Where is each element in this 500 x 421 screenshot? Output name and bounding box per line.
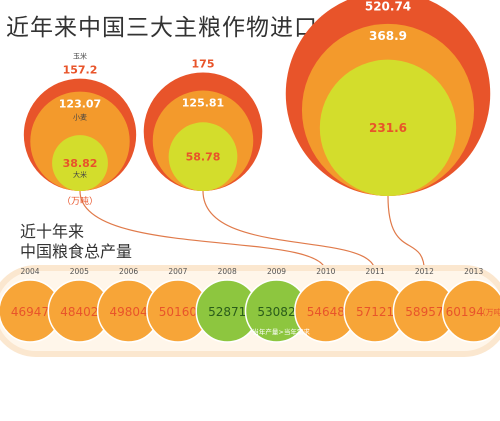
production-subtitle-line1: 近十年来	[20, 222, 85, 241]
value-label: 54648	[307, 305, 345, 319]
year-label: 2013	[464, 267, 483, 276]
year-label: 2011	[366, 267, 385, 276]
value-label: 60194	[446, 305, 484, 319]
year-label: 2007	[168, 267, 187, 276]
unit-label: （万吨）	[62, 195, 98, 207]
connector-line	[79, 190, 327, 273]
value-label: 368.9	[369, 29, 407, 43]
value-label: 175	[192, 57, 215, 70]
value-label: 53082	[257, 305, 295, 319]
value-label: 58957	[405, 305, 443, 319]
year-label: 2012	[415, 267, 434, 276]
value-label: 49804	[110, 305, 148, 319]
import-bubble	[168, 122, 238, 191]
production-bubble	[441, 279, 500, 343]
value-label: 52871	[208, 305, 246, 319]
value-label: 50160	[159, 305, 197, 319]
value-label: 57121	[356, 305, 394, 319]
value-label: 123.07	[59, 98, 101, 111]
import-bubble	[319, 59, 457, 196]
value-label: 46947	[11, 305, 49, 319]
import-bubble	[52, 135, 108, 191]
year-label: 2008	[218, 267, 237, 276]
connector-line	[202, 190, 376, 273]
value-label: 157.2	[63, 64, 98, 77]
year-label: 2005	[70, 267, 89, 276]
value-label: 125.81	[182, 97, 224, 110]
year-label: 2010	[316, 267, 335, 276]
unit-label: （万吨）	[478, 307, 500, 317]
production-subtitle-line2: 中国粮食总产量	[20, 242, 133, 261]
year-label: 2006	[119, 267, 138, 276]
value-label: 58.78	[186, 151, 221, 164]
connector-line	[387, 195, 425, 273]
series-label: 玉米	[73, 52, 87, 61]
value-label: 231.6	[369, 121, 407, 135]
year-label: 2004	[20, 267, 39, 276]
value-label: 48402	[60, 305, 98, 319]
series-label: 大米	[73, 170, 87, 179]
series-label: 小麦	[73, 113, 87, 122]
annotation-label: 当年产量>当年需求	[252, 327, 310, 336]
value-label: 520.74	[365, 0, 411, 14]
year-label: 2009	[267, 267, 286, 276]
value-label: 38.82	[63, 157, 98, 170]
